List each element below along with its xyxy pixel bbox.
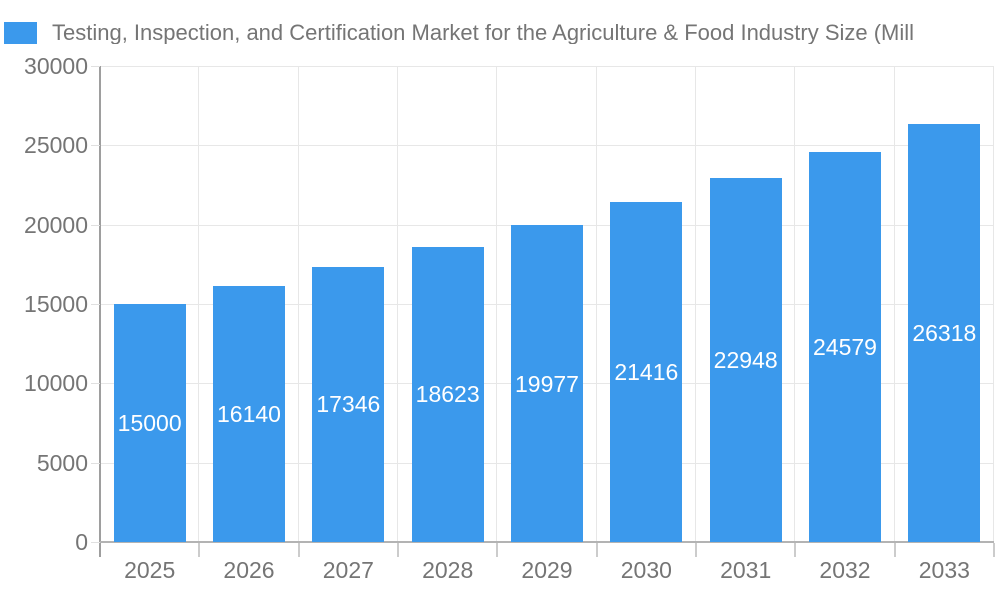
y-axis-label: 10000	[24, 370, 88, 397]
y-axis-tick	[91, 66, 100, 67]
x-gridline	[198, 66, 200, 542]
x-axis-tick	[198, 543, 201, 557]
bar-value-label: 26318	[912, 320, 977, 347]
x-gridline	[595, 66, 597, 542]
y-axis-tick	[91, 145, 100, 147]
x-axis-tick	[695, 543, 697, 557]
x-axis-label: 2032	[819, 557, 871, 583]
y-axis-tick	[91, 383, 100, 385]
bar	[113, 304, 186, 542]
x-gridline	[695, 66, 696, 542]
y-axis-tick	[91, 304, 100, 305]
bar	[312, 266, 385, 542]
x-axis-tick	[397, 543, 399, 557]
x-axis-label: 2033	[918, 557, 970, 583]
bar-value-label: 18623	[415, 381, 480, 408]
x-gridline	[496, 66, 498, 542]
x-gridline	[397, 66, 398, 542]
legend: Testing, Inspection, and Certification M…	[4, 22, 1000, 44]
y-axis-line	[99, 66, 101, 557]
x-axis-tick	[297, 543, 300, 557]
bar	[411, 246, 484, 542]
x-axis-label: 2025	[124, 557, 176, 583]
bar	[908, 124, 981, 542]
y-axis-label: 5000	[36, 449, 88, 476]
legend-swatch	[4, 22, 37, 44]
bar-value-label: 19977	[515, 370, 579, 397]
bar	[213, 285, 285, 542]
y-gridline	[100, 145, 994, 147]
y-axis-tick	[91, 224, 100, 226]
x-gridline	[794, 66, 796, 542]
y-gridline	[100, 66, 994, 67]
y-axis-label: 15000	[24, 291, 88, 317]
y-axis-label: 20000	[24, 211, 88, 238]
y-axis-tick	[91, 542, 100, 543]
bar-value-label: 22948	[713, 346, 778, 373]
bar	[511, 225, 583, 542]
x-axis-label: 2029	[521, 557, 573, 583]
y-axis-label: 25000	[24, 132, 88, 159]
x-axis-tick	[993, 543, 995, 557]
bar-value-label: 17346	[316, 391, 381, 418]
y-axis-tick	[91, 462, 100, 464]
bar	[610, 202, 683, 542]
bar-value-label: 15000	[117, 410, 182, 436]
y-axis-label: 0	[75, 529, 88, 555]
x-axis-tick	[794, 543, 797, 557]
x-gridline	[893, 66, 895, 542]
x-axis-label: 2030	[620, 557, 672, 583]
bar-value-label: 21416	[614, 359, 679, 386]
bar-value-label: 16140	[217, 400, 281, 427]
x-axis-tick	[893, 543, 896, 557]
x-axis-label: 2028	[422, 557, 474, 583]
x-axis-label: 2031	[720, 557, 772, 583]
x-axis-tick	[496, 543, 499, 557]
y-axis-label: 30000	[24, 53, 88, 79]
x-gridline	[993, 66, 994, 542]
x-axis-label: 2027	[322, 557, 374, 583]
chart-title: Testing, Inspection, and Certification M…	[52, 22, 915, 44]
bar	[809, 152, 881, 542]
x-axis-line	[100, 541, 994, 543]
bar	[709, 177, 782, 542]
x-gridline	[297, 66, 299, 542]
x-axis-label: 2026	[223, 557, 275, 583]
bar-value-label: 24579	[813, 334, 877, 360]
x-axis-tick	[595, 543, 598, 557]
